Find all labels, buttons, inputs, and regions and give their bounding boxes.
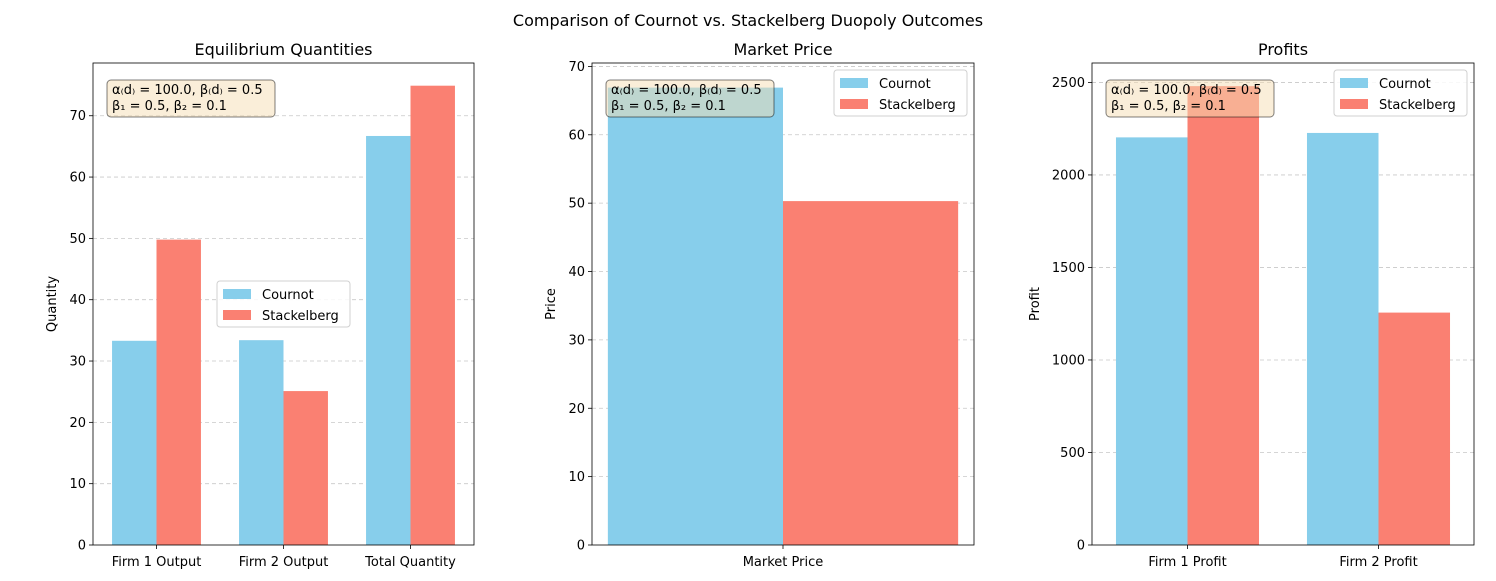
- y-tick-label: 1000: [1052, 353, 1085, 368]
- bar-cournot-1: [1115, 137, 1188, 545]
- annotation-box: [1105, 79, 1275, 118]
- y-tick-label: 60: [568, 128, 585, 143]
- annotation-line: β₁ = 0.5, β₂ = 0.1: [611, 99, 726, 114]
- y-tick-label: 20: [568, 402, 585, 417]
- y-tick-label: 2000: [1052, 168, 1085, 183]
- y-tick-label: 30: [568, 333, 585, 348]
- x-tick-label: Firm 1 Profit: [1148, 555, 1226, 570]
- annotation-line: α₍d₎ = 100.0, β₍d₎ = 0.5: [112, 83, 263, 98]
- y-tick-label: 70: [568, 60, 585, 75]
- legend-swatch-cournot: [1340, 78, 1368, 88]
- y-tick-label: 10: [69, 477, 86, 492]
- y-axis-label: Price: [544, 288, 559, 320]
- bar-cournot-1: [607, 87, 783, 545]
- suptitle: Comparison of Cournot vs. Stackelberg Du…: [513, 11, 983, 30]
- legend-swatch-stackelberg: [223, 310, 251, 320]
- legend-label-cournot: Cournot: [1379, 77, 1431, 92]
- axes-frame: [92, 62, 475, 546]
- annotation-box: [605, 79, 775, 118]
- legend-label-cournot: Cournot: [879, 77, 931, 92]
- axes-title: Equilibrium Quantities: [194, 40, 372, 59]
- y-tick-label: 70: [69, 109, 86, 124]
- legend-label-stackelberg: Stackelberg: [1379, 98, 1456, 113]
- y-tick-label: 50: [568, 197, 585, 212]
- y-axis-label: Quantity: [45, 276, 60, 332]
- y-tick-label: 1500: [1052, 261, 1085, 276]
- x-tick-label: Market Price: [743, 555, 824, 570]
- legend-label-cournot: Cournot: [262, 288, 314, 303]
- y-tick-label: 0: [1077, 539, 1085, 554]
- y-tick-label: 40: [568, 265, 585, 280]
- y-tick-label: 0: [78, 539, 86, 554]
- y-tick-label: 20: [69, 416, 86, 431]
- y-tick-label: 60: [69, 171, 86, 186]
- annotation-line: β₁ = 0.5, β₂ = 0.1: [112, 99, 227, 114]
- chart-2: Market Price 0 10 20 30 40 50 60 70 Market Price P…: [544, 40, 975, 570]
- y-tick-label: 2500: [1052, 76, 1085, 91]
- axes-frame: [1091, 62, 1475, 546]
- bar-cournot-3: [366, 135, 411, 545]
- bar-cournot-2: [239, 340, 284, 545]
- axes-frame: [591, 62, 975, 546]
- y-tick-label: 40: [69, 293, 86, 308]
- bar-stackelberg-2: [1378, 312, 1451, 545]
- axes-title: Market Price: [733, 40, 832, 59]
- legend-label-stackelberg: Stackelberg: [262, 309, 339, 324]
- chart-1: Firm 1 Output Firm 2 Output Total Quantity…: [45, 40, 475, 570]
- bar-stackelberg-2: [283, 391, 328, 545]
- x-tick-label: Firm 1 Output: [112, 555, 202, 570]
- x-tick-label: Firm 2 Output: [239, 555, 329, 570]
- annotation-box: [106, 79, 276, 118]
- y-tick-label: 30: [69, 355, 86, 370]
- bar-stackelberg-1: [1187, 86, 1260, 545]
- legend-swatch-cournot: [840, 78, 868, 88]
- bar-stackelberg-1: [156, 239, 201, 545]
- bar-stackelberg-1: [783, 201, 959, 545]
- x-tick-label: Total Quantity: [364, 555, 456, 570]
- annotation-line: α₍d₎ = 100.0, β₍d₎ = 0.5: [1111, 83, 1262, 98]
- x-tick-label: Firm 2 Profit: [1339, 555, 1417, 570]
- legend-swatch-cournot: [223, 289, 251, 299]
- y-tick-label: 50: [69, 232, 86, 247]
- annotation-line: β₁ = 0.5, β₂ = 0.1: [1111, 99, 1226, 114]
- legend-label-stackelberg: Stackelberg: [879, 98, 956, 113]
- y-tick-label: 10: [568, 470, 585, 485]
- chart-3: Firm 1 Profit Firm 2 Profit 0 500 1000 1500 20…: [1028, 40, 1475, 570]
- bar-cournot-1: [112, 340, 157, 545]
- y-axis-label: Profit: [1028, 287, 1043, 321]
- legend-swatch-stackelberg: [840, 99, 868, 109]
- axes-title: Profits: [1258, 40, 1308, 59]
- y-tick-label: 500: [1060, 446, 1085, 461]
- y-tick-label: 0: [577, 539, 585, 554]
- bar-cournot-2: [1306, 132, 1379, 545]
- annotation-line: α₍d₎ = 100.0, β₍d₎ = 0.5: [611, 83, 762, 98]
- legend-swatch-stackelberg: [1340, 99, 1368, 109]
- bar-stackelberg-3: [410, 85, 455, 545]
